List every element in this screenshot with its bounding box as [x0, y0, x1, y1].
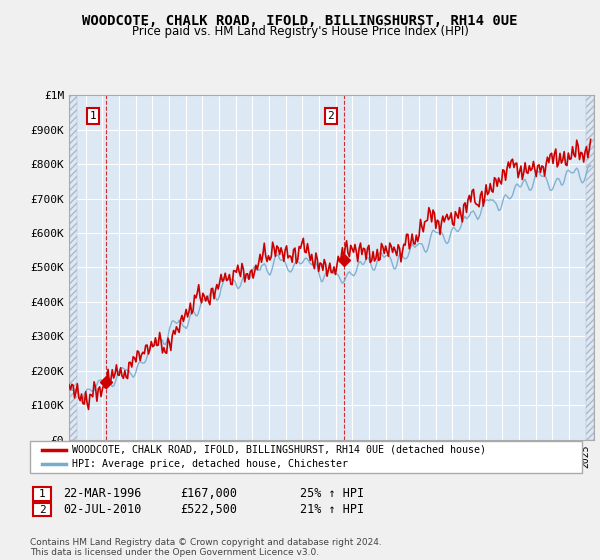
Text: 21% ↑ HPI: 21% ↑ HPI [300, 503, 364, 516]
Bar [69, 95, 77, 440]
Text: WOODCOTE, CHALK ROAD, IFOLD, BILLINGSHURST, RH14 0UE: WOODCOTE, CHALK ROAD, IFOLD, BILLINGSHUR… [82, 14, 518, 28]
Text: 1: 1 [89, 111, 96, 121]
Text: 22-MAR-1996: 22-MAR-1996 [63, 487, 142, 501]
Text: 25% ↑ HPI: 25% ↑ HPI [300, 487, 364, 501]
Text: £522,500: £522,500 [180, 503, 237, 516]
Text: Contains HM Land Registry data © Crown copyright and database right 2024.
This d: Contains HM Land Registry data © Crown c… [30, 538, 382, 557]
Text: HPI: Average price, detached house, Chichester: HPI: Average price, detached house, Chic… [72, 459, 348, 469]
Text: WOODCOTE, CHALK ROAD, IFOLD, BILLINGSHURST, RH14 0UE (detached house): WOODCOTE, CHALK ROAD, IFOLD, BILLINGSHUR… [72, 445, 486, 455]
Text: Price paid vs. HM Land Registry's House Price Index (HPI): Price paid vs. HM Land Registry's House … [131, 25, 469, 38]
Text: 2: 2 [38, 505, 46, 515]
Text: £167,000: £167,000 [180, 487, 237, 501]
Text: 02-JUL-2010: 02-JUL-2010 [63, 503, 142, 516]
Text: 2: 2 [327, 111, 334, 121]
Bar [586, 95, 594, 440]
Text: 1: 1 [38, 489, 46, 499]
